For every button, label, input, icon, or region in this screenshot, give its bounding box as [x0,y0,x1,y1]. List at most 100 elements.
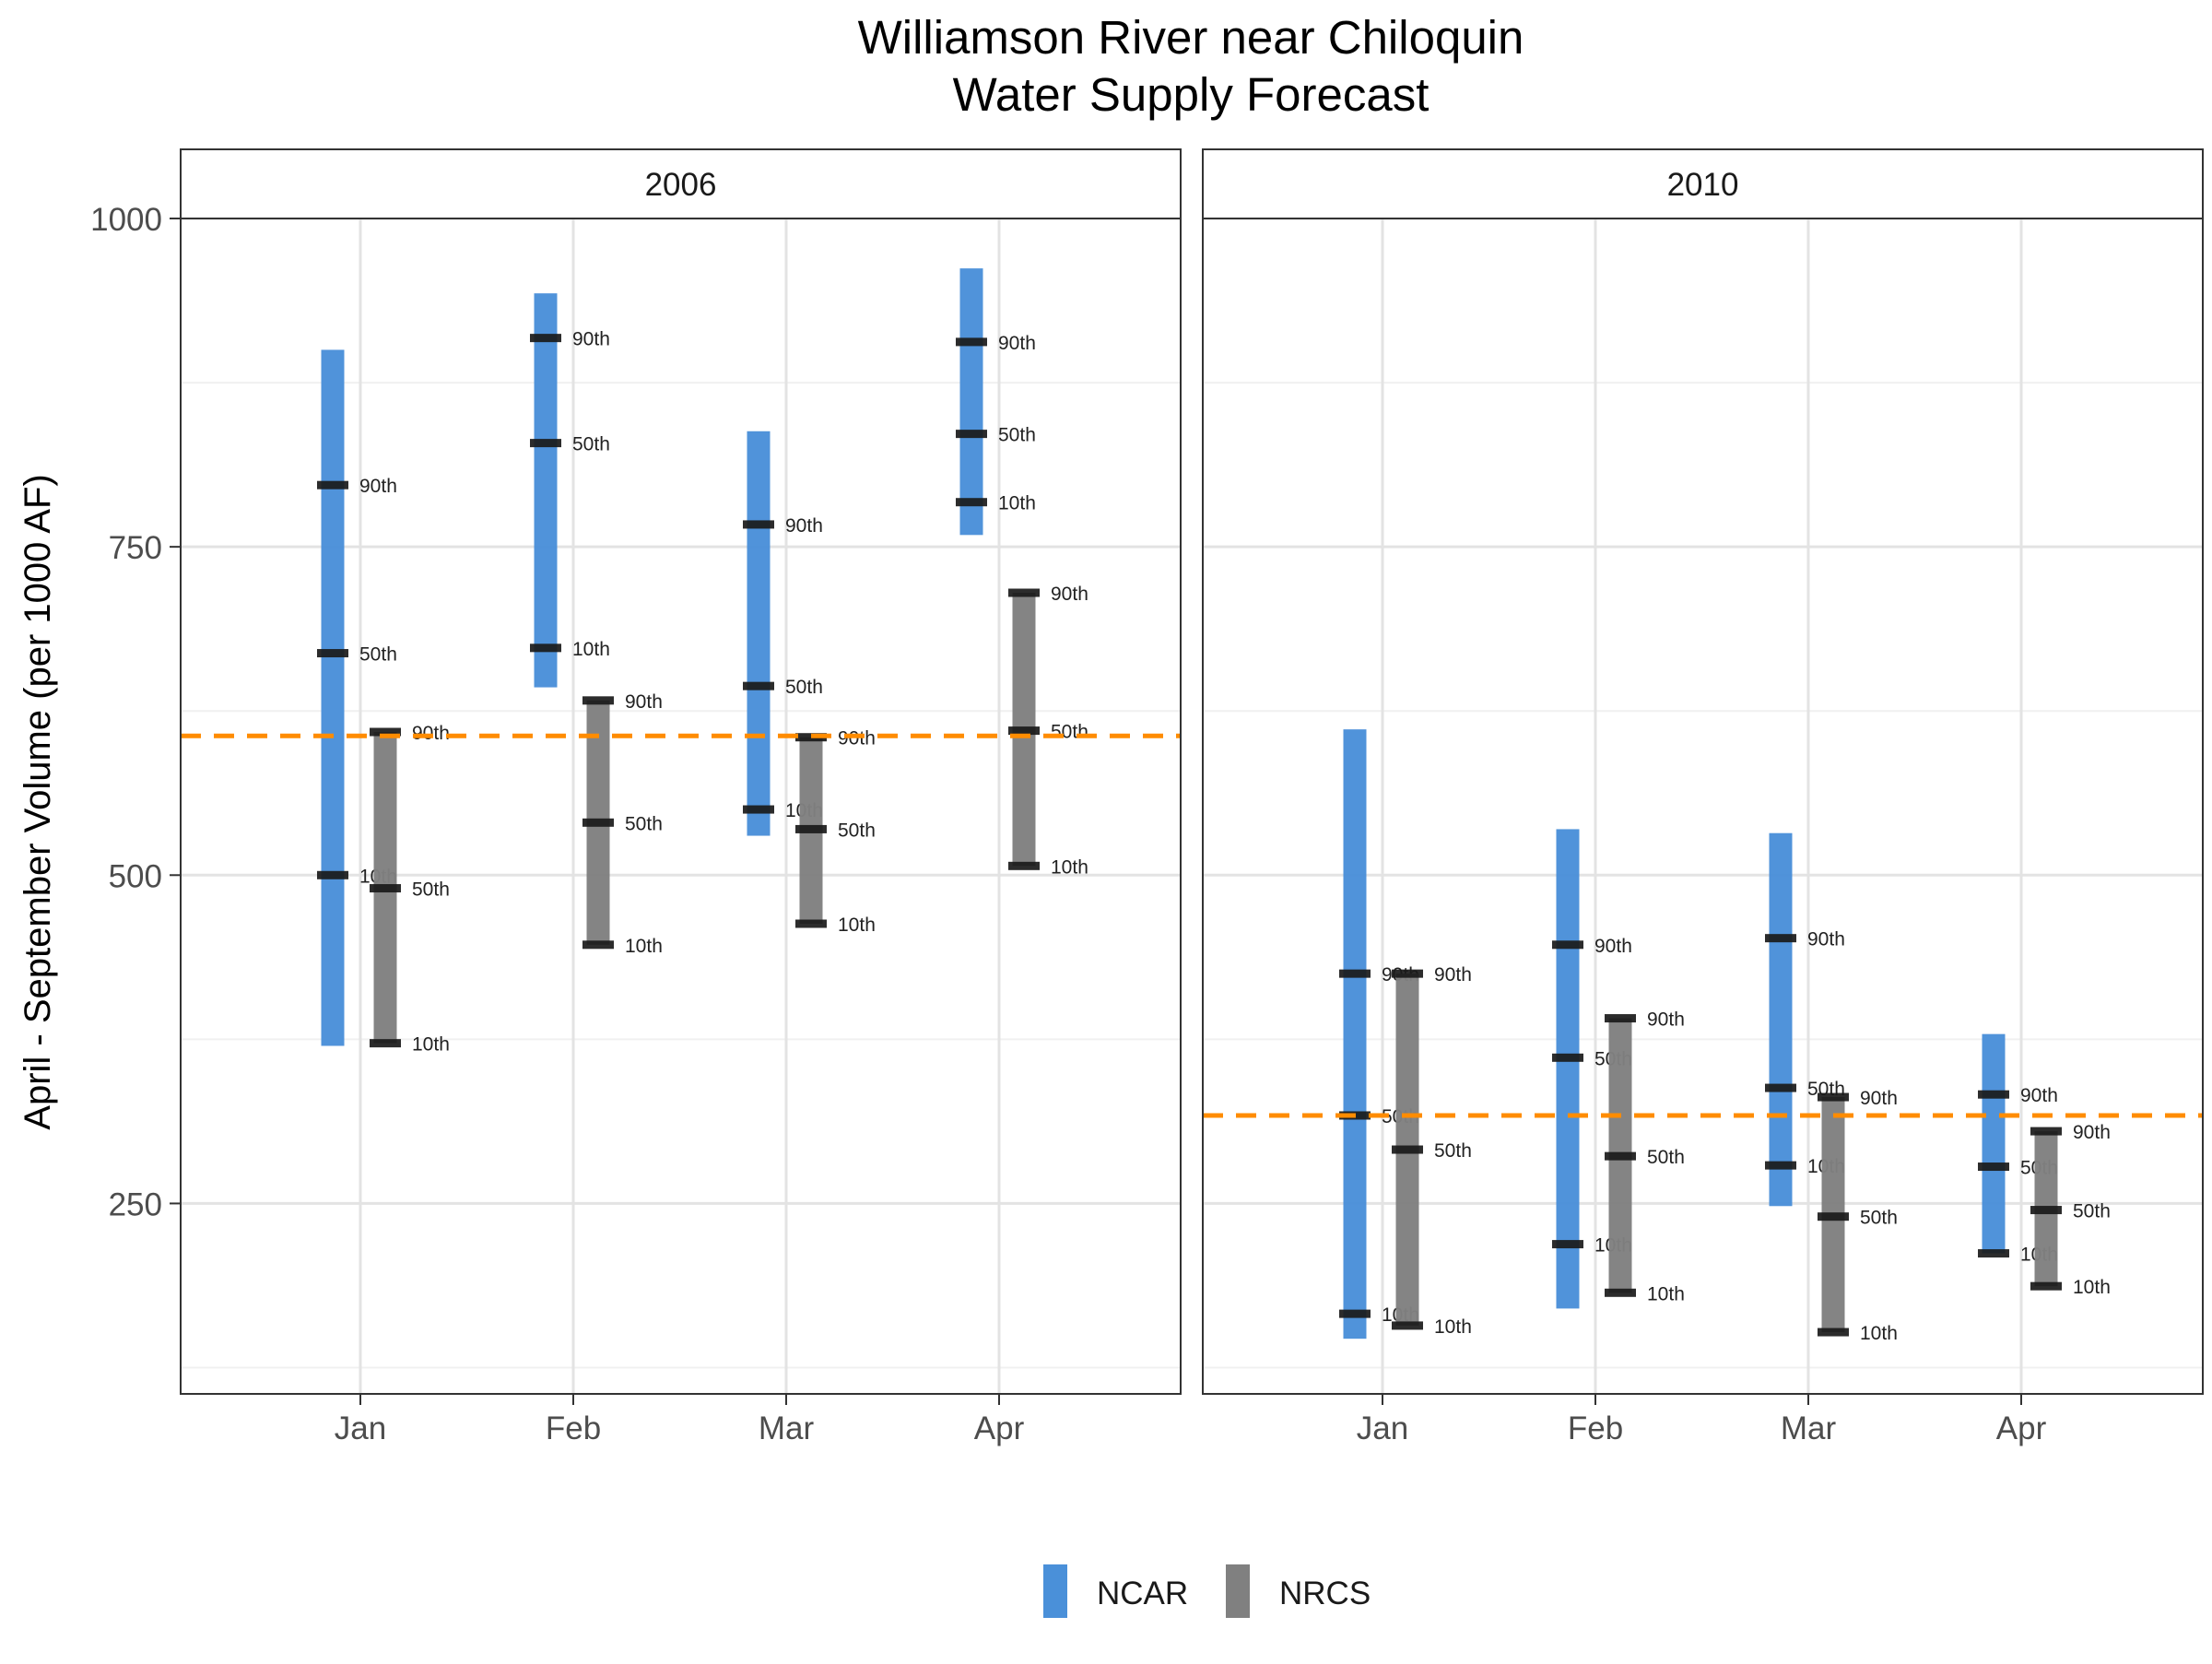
percentile-marker [1765,1161,1796,1170]
percentile-label: 50th [1051,722,1088,743]
range-bar-ncar [1556,829,1580,1309]
percentile-label: 90th [572,329,610,350]
percentile-label: 50th [785,677,823,698]
percentile-label: 50th [998,425,1036,446]
x-tick-label: Jan [335,1410,386,1446]
percentile-label: 10th [1860,1323,1898,1344]
percentile-marker [1605,1288,1636,1297]
range-bar-ncar [747,431,771,836]
percentile-marker [370,1039,401,1048]
legend-key-ncar [1043,1564,1067,1618]
percentile-marker [743,520,774,529]
percentile-marker [1818,1212,1849,1221]
range-bar-ncar [1343,729,1367,1339]
percentile-marker [2030,1127,2062,1136]
percentile-marker [317,480,348,490]
facet-strip [1202,148,2204,219]
percentile-marker [1818,1328,1849,1337]
percentile-label: 10th [2073,1277,2111,1298]
percentile-marker [1552,1240,1583,1249]
percentile-marker [743,681,774,690]
percentile-marker [1978,1090,2009,1099]
x-tick-label: Jan [1357,1410,1408,1446]
percentile-label: 50th [359,644,397,666]
percentile-label: 50th [1647,1147,1685,1168]
y-axis-label: April - September Volume (per 1000 AF) [18,474,58,1129]
percentile-marker [1978,1162,2009,1172]
percentile-label: 90th [1647,1009,1685,1031]
percentile-marker [1339,969,1371,978]
percentile-marker [1392,1321,1423,1330]
percentile-marker [795,824,827,833]
panel-border [180,218,1182,1395]
range-bar-ncar [1982,1033,2006,1254]
percentile-marker [530,643,561,653]
percentile-label: 90th [785,515,823,537]
percentile-marker [370,884,401,893]
percentile-label: 50th [572,434,610,455]
percentile-marker [1392,1145,1423,1154]
percentile-marker [1765,934,1796,943]
percentile-marker [582,940,614,950]
percentile-label: 10th [838,915,876,936]
y-tick-label: 500 [109,858,162,894]
legend-key-nrcs [1226,1564,1250,1618]
percentile-marker [1978,1249,2009,1258]
percentile-marker [1552,1053,1583,1062]
percentile-label: 10th [625,936,663,957]
percentile-label: 90th [2020,1085,2058,1106]
percentile-label: 50th [2073,1201,2111,1222]
x-tick-label: Mar [1781,1410,1837,1446]
y-tick-label: 750 [109,530,162,566]
percentile-label: 10th [412,1034,450,1056]
chart-title: Williamson River near Chiloquin [858,11,1524,64]
percentile-marker [1605,1014,1636,1023]
percentile-marker [582,818,614,827]
percentile-label: 90th [1860,1088,1898,1109]
percentile-label: 50th [625,813,663,834]
percentile-marker [1339,1309,1371,1318]
range-bar-ncar [959,268,983,536]
percentile-label: 50th [1434,1140,1472,1162]
percentile-label: 50th [1860,1208,1898,1229]
percentile-marker [317,870,348,879]
percentile-label: 90th [625,691,663,713]
x-tick-label: Feb [1568,1410,1623,1446]
percentile-marker [956,430,987,439]
panel-2010: 2010 10th 50th 90th 10th 50th 90th 10th 50th 90th… [1202,148,2204,1446]
percentile-label: 10th [998,493,1036,514]
percentile-marker [530,334,561,343]
facet-strip-label: 2006 [645,167,717,203]
percentile-marker [1008,726,1040,736]
facet-panels: 2006 10th 50th 90th 10th 50th 90th 10th 50th 90th… [180,148,2204,1446]
percentile-marker [1552,940,1583,950]
range-bar-ncar [1769,832,1793,1207]
percentile-marker [1008,861,1040,870]
percentile-marker [1605,1151,1636,1161]
legend-label: NCAR [1097,1575,1188,1611]
chart-subtitle: Water Supply Forecast [953,68,1430,121]
percentile-label: 50th [412,879,450,901]
percentile-marker [582,696,614,705]
percentile-label: 90th [412,723,450,744]
percentile-marker [1392,969,1423,978]
legend: NCAR NRCS [1043,1564,1371,1618]
percentile-marker [1765,1083,1796,1092]
percentile-label: 10th [1051,856,1088,878]
range-bar-ncar [321,349,345,1046]
facet-strip-label: 2010 [1667,167,1739,203]
percentile-label: 90th [838,728,876,749]
x-tick-label: Feb [546,1410,601,1446]
percentile-marker [370,727,401,737]
percentile-label: 90th [2073,1122,2111,1143]
percentile-label: 90th [998,333,1036,354]
x-tick-label: Apr [974,1410,1025,1446]
percentile-marker [2030,1281,2062,1291]
percentile-label: 90th [1051,584,1088,605]
facet-strip [180,148,1182,219]
percentile-marker [795,919,827,928]
percentile-label: 10th [1647,1283,1685,1304]
percentile-marker [1818,1092,1849,1102]
percentile-label: 10th [1434,1316,1472,1338]
